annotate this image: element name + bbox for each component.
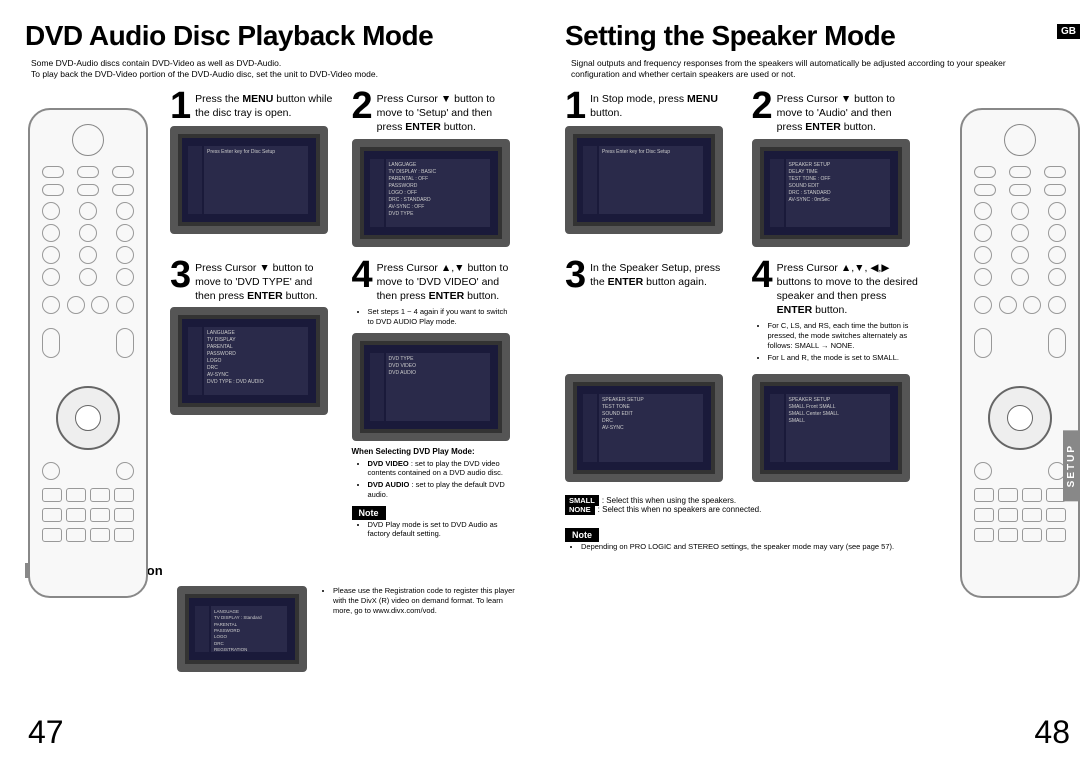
step4-note: Set steps 1 ~ 4 again if you want to swi… — [358, 307, 516, 327]
note-text: Depending on PRO LOGIC and STEREO settin… — [571, 542, 920, 552]
page-number: 47 — [28, 714, 64, 751]
step-number: 2 — [752, 90, 773, 122]
step-text: Press the MENU button while the disc tra… — [195, 90, 333, 120]
step-text: Press Cursor ▼ button to move to 'Audio'… — [777, 90, 920, 135]
page-title: DVD Audio Disc Playback Mode — [25, 20, 515, 52]
step-1: 1 Press the MENU button while the disc t… — [170, 90, 334, 253]
when-selecting-heading: When Selecting DVD Play Mode: — [352, 447, 516, 456]
step-text: Press Cursor ▼ button to move to 'Setup'… — [377, 90, 515, 135]
step-number: 3 — [170, 259, 191, 291]
step-4: 4 Press Cursor ▲,▼ button to move to 'DV… — [352, 259, 516, 546]
tv-screenshot: LANGUAGE TV DISPLAY PARENTAL PASSWORD LO… — [170, 307, 328, 415]
intro-text: Some DVD-Audio discs contain DVD-Video a… — [25, 58, 515, 80]
note-badge: Note — [352, 506, 386, 520]
step-text: In Stop mode, press MENU button. — [590, 90, 733, 120]
step-text: In the Speaker Setup, press the ENTER bu… — [590, 259, 733, 289]
tv-screenshot: DVD TYPE DVD VIDEO DVD AUDIO — [352, 333, 510, 441]
page-title: Setting the Speaker Mode — [565, 20, 1055, 52]
page-number: 48 — [1034, 714, 1070, 751]
steps-area: 1 Press the MENU button while the disc t… — [170, 90, 515, 545]
step-3: 3 Press Cursor ▼ button to move to 'DVD … — [170, 259, 334, 546]
steps-area: 1 In Stop mode, press MENU button. Press… — [565, 90, 920, 552]
intro-text: Signal outputs and frequency responses f… — [565, 58, 1055, 80]
step-text: Press Cursor ▲,▼ button to move to 'DVD … — [377, 259, 515, 304]
when-selecting-list: DVD VIDEO : set to play the DVD video co… — [358, 459, 516, 500]
page-48: Setting the Speaker Mode GB Signal outpu… — [540, 0, 1080, 763]
step-text: Press Cursor ▼ button to move to 'DVD TY… — [195, 259, 333, 304]
note-block: Note — [352, 506, 516, 520]
step-2: 2 Press Cursor ▼ button to move to 'Audi… — [752, 90, 921, 253]
step-2: 2 Press Cursor ▼ button to move to 'Setu… — [352, 90, 516, 253]
note-text: DVD Play mode is set to DVD Audio as fac… — [358, 520, 516, 540]
step-number: 1 — [170, 90, 191, 122]
step-3: 3 In the Speaker Setup, press the ENTER … — [565, 259, 734, 369]
remote-illustration — [960, 108, 1080, 598]
note-block: Note — [565, 528, 920, 542]
step-4: 4 Press Cursor ▲,▼, ◀,▶ buttons to move … — [752, 259, 921, 369]
step-number: 1 — [565, 90, 586, 122]
step-number: 2 — [352, 90, 373, 122]
none-badge: NONE — [565, 504, 595, 515]
tv-screenshot: Press Enter key for Disc Setup — [565, 126, 723, 234]
tv-screenshot: LANGUAGE TV DISPLAY : BASIC PARENTAL : O… — [352, 139, 510, 247]
divx-text: Please use the Registration code to regi… — [323, 586, 515, 617]
tv-screenshot: LANGUAGE TV DISPLAY : Standard PARENTAL … — [177, 586, 307, 672]
gb-badge: GB — [1057, 24, 1080, 39]
step-number: 4 — [752, 259, 773, 291]
step-text: Press Cursor ▲,▼, ◀,▶ buttons to move to… — [777, 259, 920, 318]
tv-screenshot: Press Enter key for Disc Setup — [170, 126, 328, 234]
dpad-icon — [56, 386, 120, 450]
step4-bullets: For C, LS, and RS, each time the button … — [758, 321, 921, 362]
tv-screenshot: SPEAKER SETUP SMALL Front SMALL SMALL Ce… — [752, 374, 910, 482]
small-none-definitions: SMALL: Select this when using the speake… — [565, 496, 920, 514]
step-number: 4 — [352, 259, 373, 291]
note-badge: Note — [565, 528, 599, 542]
dpad-icon — [988, 386, 1052, 450]
page-47: DVD Audio Disc Playback Mode Some DVD-Au… — [0, 0, 540, 763]
setup-tab: SETUP — [1063, 430, 1080, 501]
step-1: 1 In Stop mode, press MENU button. Press… — [565, 90, 734, 253]
step-number: 3 — [565, 259, 586, 291]
tv-screenshot: SPEAKER SETUP TEST TONE SOUND EDIT DRC A… — [565, 374, 723, 482]
tv-screenshot: SPEAKER SETUP DELAY TIME TEST TONE : OFF… — [752, 139, 910, 247]
remote-illustration — [28, 108, 148, 598]
